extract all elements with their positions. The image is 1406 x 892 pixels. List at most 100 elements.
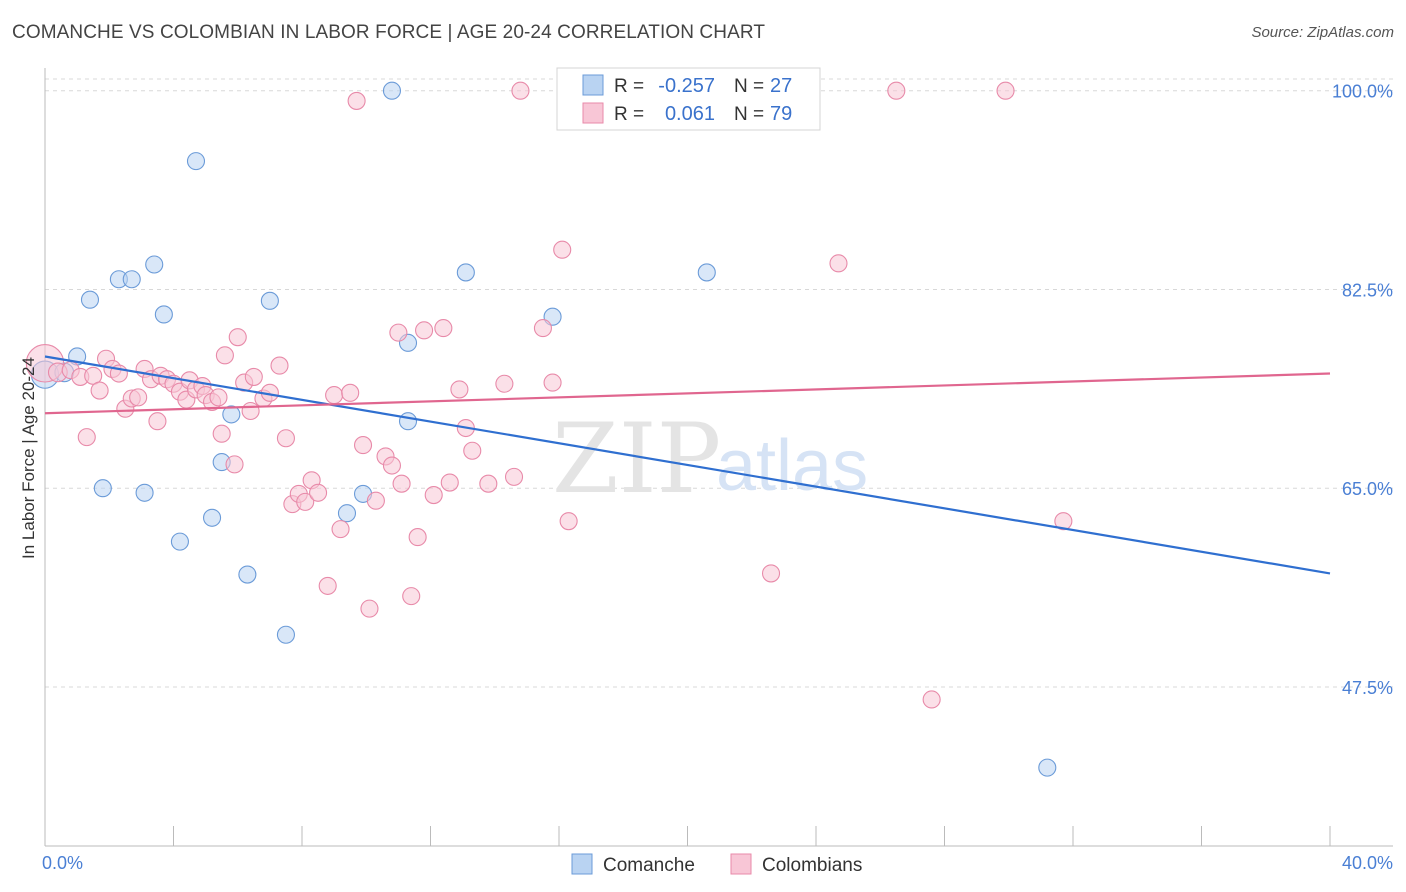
comanche-point: [122, 270, 141, 289]
colombian-point: [296, 492, 315, 511]
comanche-point: [80, 290, 100, 309]
colombian-point: [347, 91, 366, 110]
comanche-point: [222, 405, 241, 424]
data-points: [25, 81, 1073, 777]
legend-colombians-label: Colombians: [762, 855, 862, 876]
trend-lines: [44, 355, 1331, 575]
colombian-point: [318, 576, 337, 595]
comanche-point: [260, 291, 279, 310]
y-tick-label: 82.5%: [1342, 280, 1393, 300]
comanche-r-label: R =: [614, 76, 644, 97]
legend-comanche-label: Comanche: [603, 855, 695, 876]
colombian-point: [360, 599, 379, 618]
comanche-point: [170, 532, 189, 551]
colombian-point: [382, 456, 402, 475]
colombian-point: [479, 474, 498, 493]
colombian-point: [887, 81, 906, 100]
axes: [44, 68, 1393, 847]
colombian-point: [922, 690, 941, 709]
x-tick-label: 0.0%: [42, 853, 83, 873]
colombian-point: [434, 319, 453, 338]
comanche-point: [145, 255, 164, 274]
colombian-point: [276, 429, 295, 448]
colombian-r-label: R =: [614, 104, 644, 125]
tick-labels: 47.5% 65.0% 82.5% 100.0% 0.0% 40.0%: [42, 82, 1393, 873]
comanche-point: [456, 263, 475, 282]
colombian-point: [209, 388, 228, 407]
chart-title: COMANCHE VS COLOMBIAN IN LABOR FORCE | A…: [12, 22, 766, 43]
colombian-point: [533, 319, 552, 338]
y-tick-label: 47.5%: [1342, 678, 1393, 698]
colombian-n-value: 79: [770, 103, 792, 125]
colombian-point: [392, 474, 411, 493]
colombian-r-value: 0.061: [665, 103, 715, 125]
colombian-point: [424, 485, 443, 505]
legend-colombians-swatch: [730, 853, 752, 875]
colombian-point: [215, 346, 234, 365]
bottom-legend: Comanche Colombians: [571, 853, 862, 876]
comanche-point: [337, 504, 357, 523]
colombian-point: [90, 381, 109, 400]
comanche-point: [93, 479, 112, 498]
colombian-trend-line: [44, 372, 1331, 415]
colombian-point: [325, 386, 344, 405]
y-tick-label: 65.0%: [1342, 479, 1393, 499]
y-axis-label: In Labor Force | Age 20-24: [19, 357, 38, 559]
comanche-r-value: -0.257: [658, 75, 715, 97]
colombian-point: [463, 441, 482, 460]
comanche-swatch: [582, 74, 604, 96]
comanche-trend-line: [44, 355, 1331, 575]
colombian-point: [761, 564, 781, 583]
colombian-point: [389, 323, 408, 342]
y-tick-label: 100.0%: [1332, 82, 1393, 102]
colombian-point: [408, 528, 427, 547]
comanche-point: [186, 152, 206, 171]
watermark: ZIP atlas: [552, 403, 868, 515]
comanche-n-value: 27: [770, 75, 792, 97]
colombian-point: [996, 81, 1015, 100]
colombian-point: [212, 424, 231, 443]
comanche-point: [154, 305, 173, 324]
colombian-point: [543, 373, 562, 392]
colombian-point: [309, 483, 328, 502]
colombian-point: [504, 467, 524, 486]
colombian-point: [402, 587, 421, 606]
colombian-point: [511, 81, 530, 100]
comanche-point: [276, 625, 295, 644]
colombian-point: [829, 254, 848, 273]
colombian-point: [353, 436, 373, 455]
comanche-point: [697, 263, 716, 282]
comanche-point: [135, 483, 154, 502]
comanche-point: [203, 508, 222, 527]
comanche-point: [398, 412, 418, 431]
x-tick-label: 40.0%: [1342, 853, 1393, 873]
stats-legend: R = -0.257 N = 27 R = 0.061 N = 79: [556, 67, 821, 131]
colombian-point: [366, 491, 385, 510]
colombian-point: [270, 356, 289, 375]
colombian-point: [129, 388, 148, 407]
colombian-n-label: N =: [734, 104, 764, 125]
legend-comanche-swatch: [571, 853, 593, 875]
colombian-point: [553, 240, 572, 259]
comanche-n-label: N =: [734, 76, 764, 97]
colombian-point: [450, 380, 469, 399]
comanche-point: [382, 81, 402, 100]
colombian-point: [77, 428, 96, 447]
colombian-point: [244, 367, 263, 386]
colombian-point: [559, 512, 578, 531]
colombian-swatch: [582, 102, 604, 124]
colombian-point: [440, 473, 459, 492]
colombian-point: [228, 328, 247, 347]
colombian-point: [341, 383, 360, 402]
watermark-zip: ZIP: [552, 403, 721, 515]
comanche-point: [1038, 758, 1057, 777]
colombian-point: [331, 520, 350, 539]
watermark-atlas: atlas: [716, 426, 868, 506]
comanche-point: [238, 565, 257, 584]
source-label: Source: ZipAtlas.com: [1251, 24, 1394, 41]
colombian-point: [225, 455, 244, 474]
colombian-point: [415, 321, 434, 340]
colombian-point: [241, 401, 260, 421]
colombian-point: [148, 412, 167, 431]
